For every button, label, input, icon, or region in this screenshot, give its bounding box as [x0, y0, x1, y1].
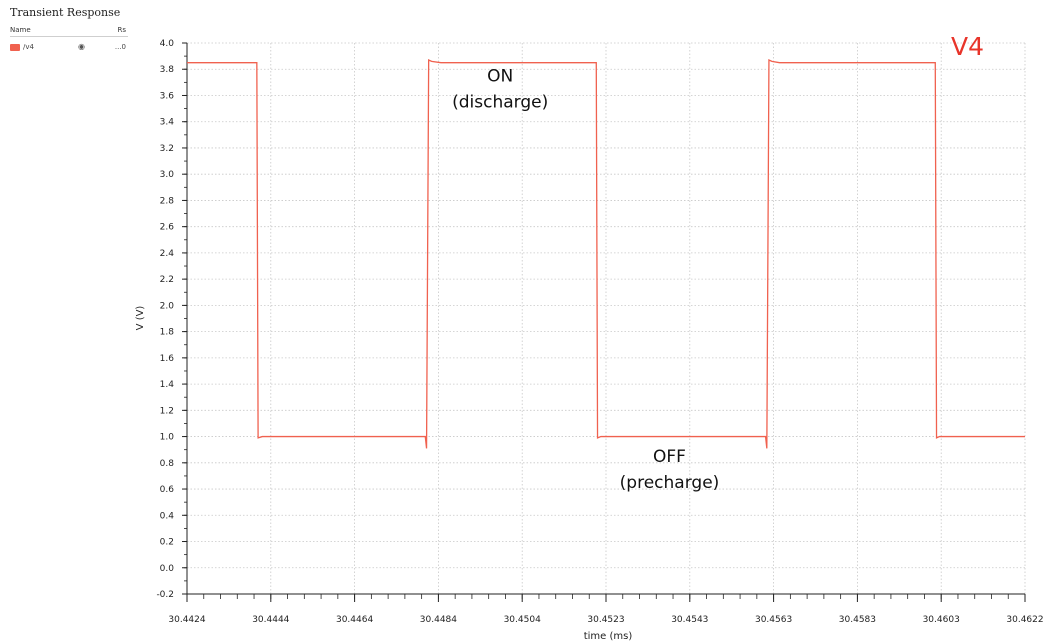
x-tick-label: 30.4622 — [1006, 615, 1043, 625]
ticks: -0.2 0.0 0.2 0.4 0.6 0.8 1.0 1.2 1.4 1.6 1.8 2.0 2.2… — [156, 39, 1043, 625]
y-tick-label: 3.0 — [160, 170, 175, 180]
annotation-line1: ON — [487, 66, 513, 86]
y-tick-label: 1.0 — [160, 433, 175, 443]
y-tick-label: 2.4 — [160, 249, 175, 259]
legend-signal-name: /v4 — [23, 43, 34, 51]
x-tick-label: 30.4464 — [336, 615, 373, 625]
annotation-line2: (precharge) — [620, 473, 720, 493]
annotation-line1: OFF — [653, 447, 686, 467]
axes — [186, 43, 1025, 595]
y-tick-label: 2.2 — [160, 275, 174, 285]
y-tick-label: 0.0 — [160, 564, 175, 574]
x-tick-label: 30.4563 — [755, 615, 792, 625]
eye-icon[interactable]: ◉ — [78, 42, 85, 51]
legend-title: Transient Response — [10, 6, 121, 19]
y-tick-label: 3.6 — [160, 91, 175, 101]
x-tick-label: 30.4543 — [671, 615, 708, 625]
x-tick-label: 30.4424 — [168, 615, 205, 625]
y-tick-label: 2.0 — [160, 301, 175, 311]
y-tick-label: 0.6 — [160, 485, 175, 495]
y-tick-label: 1.6 — [160, 354, 175, 364]
y-tick-label: 3.8 — [160, 65, 175, 75]
legend-item[interactable]: /v4 ◉ ...0 — [10, 42, 128, 54]
y-tick-label: 1.4 — [160, 380, 175, 390]
x-tick-label: 30.4603 — [923, 615, 960, 625]
annotation-line2: (discharge) — [452, 92, 548, 112]
signal-label: V4 — [951, 32, 984, 61]
y-tick-label: 4.0 — [160, 39, 175, 49]
annotations: ON (discharge) OFF (precharge) — [452, 66, 719, 492]
y-tick-label: 1.8 — [160, 328, 175, 338]
legend-col-rs: Rs — [117, 26, 126, 34]
grid — [186, 42, 1026, 595]
x-axis-label: time (ms) — [584, 631, 633, 642]
y-tick-label: 3.2 — [160, 144, 174, 154]
y-axis-label: V (V) — [135, 306, 146, 331]
y-tick-label: -0.2 — [156, 590, 174, 600]
y-tick-label: 0.2 — [160, 538, 174, 548]
legend-swatch — [10, 44, 20, 51]
y-tick-label: 0.4 — [160, 511, 175, 521]
x-tick-label: 30.4583 — [839, 615, 876, 625]
legend-col-name: Name — [10, 26, 31, 34]
y-tick-label: 1.2 — [160, 406, 174, 416]
legend-header: Name Rs — [10, 25, 128, 37]
x-tick-label: 30.4484 — [420, 615, 457, 625]
y-tick-label: 2.8 — [160, 196, 175, 206]
x-tick-label: 30.4444 — [252, 615, 289, 625]
legend-rs-value: ...0 — [114, 43, 126, 51]
series-line-v4 — [187, 59, 1025, 449]
x-tick-label: 30.4504 — [504, 615, 541, 625]
y-tick-label: 0.8 — [160, 459, 175, 469]
y-tick-label: 2.6 — [160, 223, 175, 233]
y-tick-label: 3.4 — [160, 118, 175, 128]
x-tick-label: 30.4523 — [587, 615, 624, 625]
